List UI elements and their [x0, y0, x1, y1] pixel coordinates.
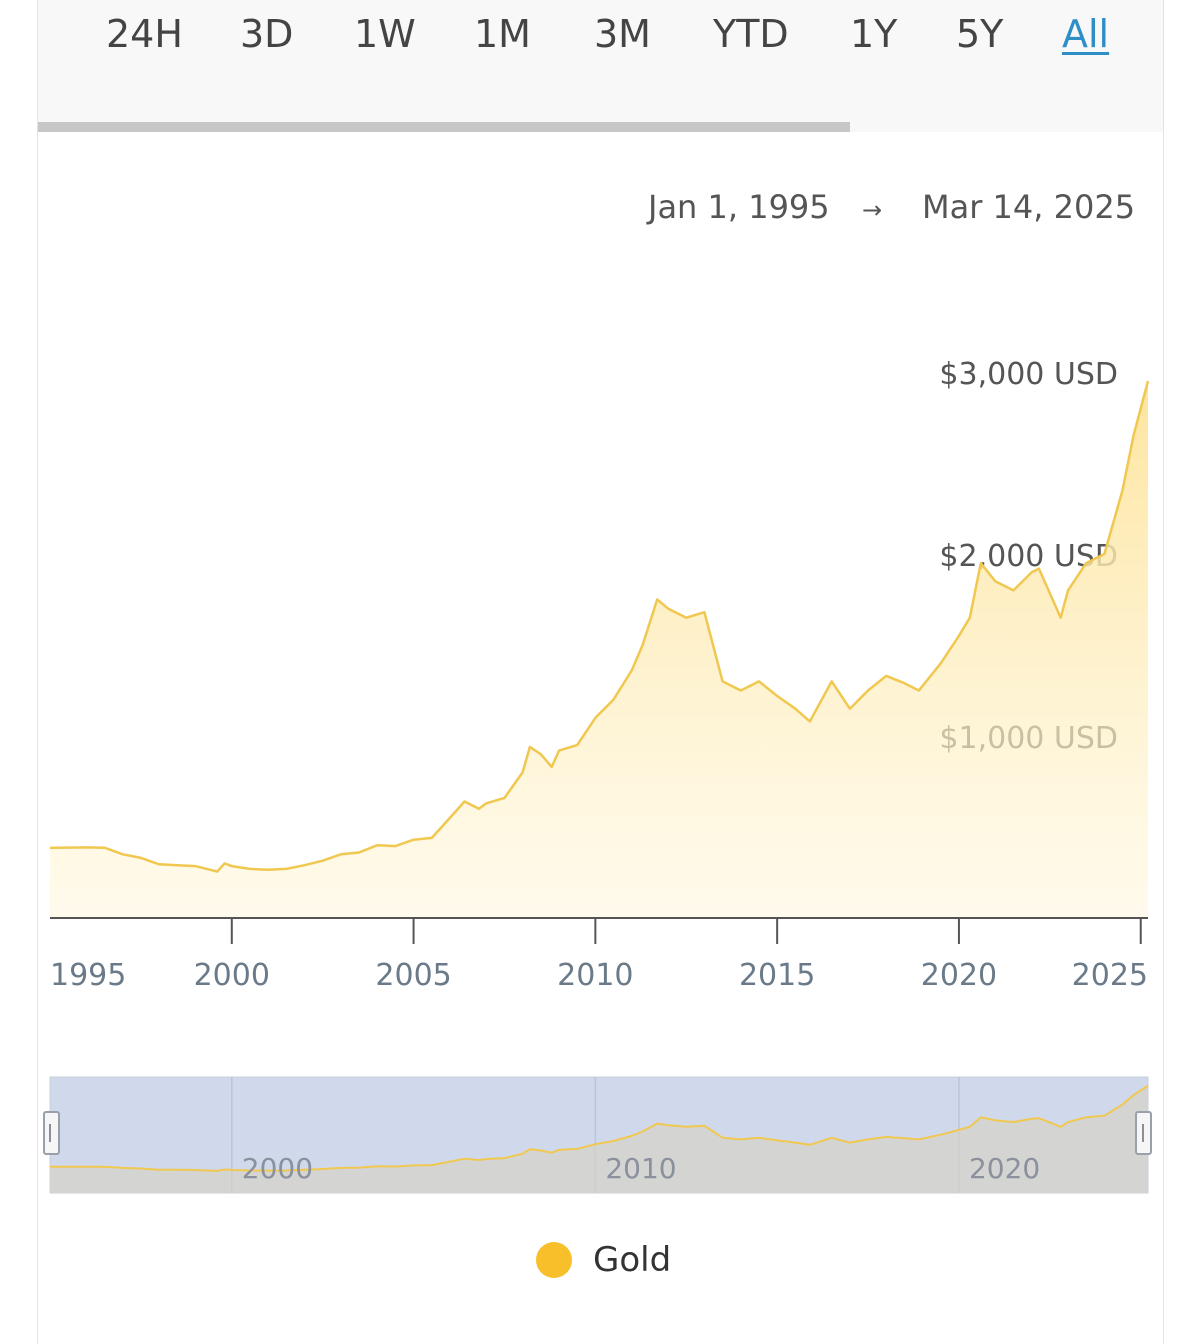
tab-1w[interactable]: 1W — [354, 12, 416, 56]
navigator-series-line — [49, 1084, 1149, 1172]
y-tick-label-3000: $3,000 USD — [939, 357, 1118, 392]
tab-5y[interactable]: 5Y — [956, 12, 1004, 56]
navigator-handle-right[interactable] — [1135, 1111, 1152, 1155]
time-range-tabs — [38, 0, 1163, 132]
x-tick-label-2005: 2005 — [375, 958, 451, 993]
x-tick-label-2010: 2010 — [557, 958, 633, 993]
x-tick-label-2025: 2025 — [1072, 958, 1148, 993]
gold-series-line[interactable] — [49, 380, 1150, 873]
range-start-date[interactable]: Jan 1, 1995 — [648, 188, 830, 226]
legend-label: Gold — [593, 1240, 672, 1280]
navigator-area — [50, 1085, 1148, 1193]
tab-all[interactable]: All — [1062, 12, 1110, 56]
tab-1m[interactable]: 1M — [474, 12, 531, 56]
range-end-date[interactable]: Mar 14, 2025 — [922, 188, 1136, 226]
navigator-label-2010: 2010 — [605, 1152, 676, 1185]
x-tick-label-1995: 1995 — [50, 958, 126, 993]
tab-ytd[interactable]: YTD — [713, 12, 789, 56]
navigator-label-2000: 2000 — [242, 1152, 313, 1185]
navigator-label-2020: 2020 — [969, 1152, 1040, 1185]
tab-1y[interactable]: 1Y — [850, 12, 898, 56]
navigator-handle-left[interactable] — [43, 1111, 60, 1155]
tab-3m[interactable]: 3M — [594, 12, 651, 56]
x-tick-label-2000: 2000 — [194, 958, 270, 993]
x-tick-label-2020: 2020 — [921, 958, 997, 993]
chart-card — [37, 0, 1164, 1344]
tab-scroll-indicator[interactable] — [38, 122, 850, 132]
gold-area — [50, 381, 1148, 919]
tab-3d[interactable]: 3D — [240, 12, 294, 56]
range-navigator[interactable]: 2000 2010 2020 — [43, 1076, 1152, 1194]
x-tick-label-2015: 2015 — [739, 958, 815, 993]
range-arrow-icon: → — [862, 196, 883, 224]
tab-24h[interactable]: 24H — [106, 12, 183, 56]
legend-dot-icon — [536, 1242, 572, 1278]
